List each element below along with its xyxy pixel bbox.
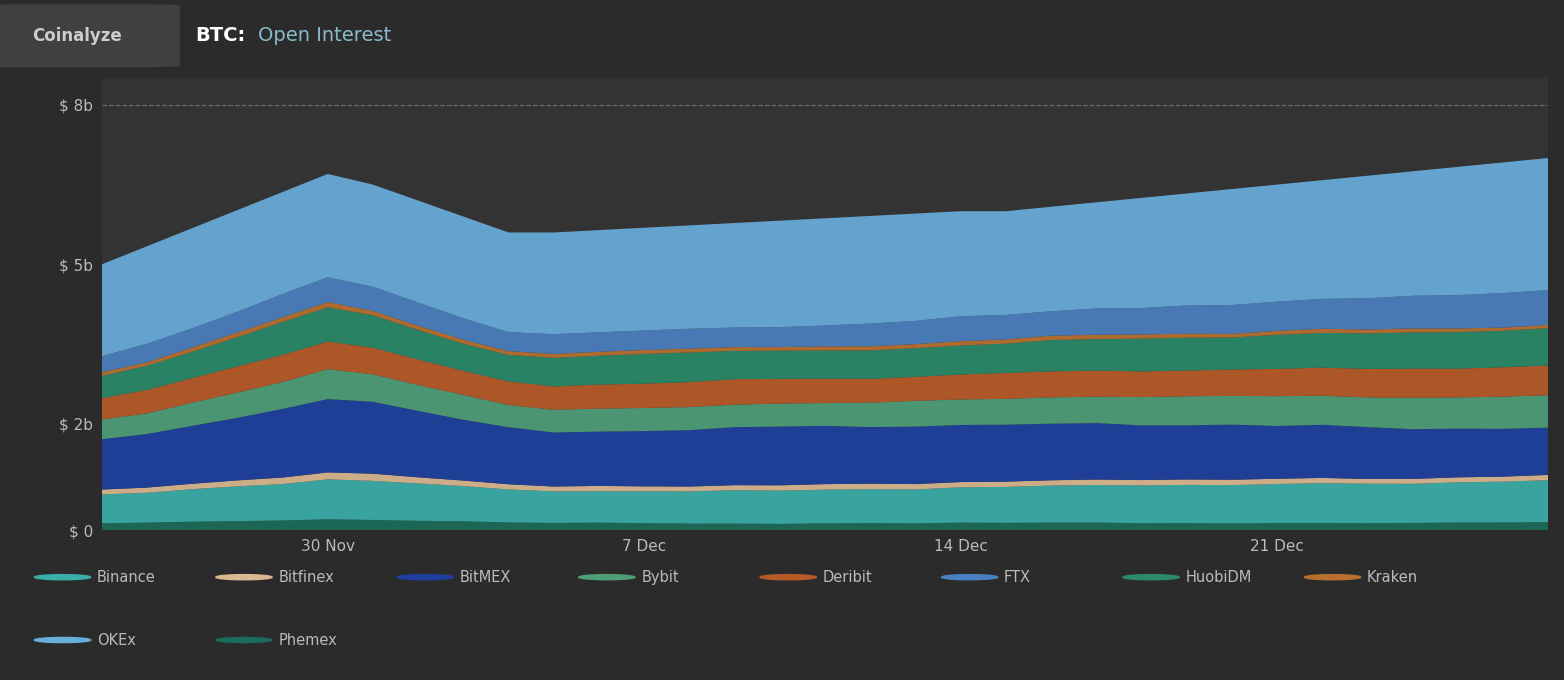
- Text: OKEx: OKEx: [97, 632, 136, 647]
- Circle shape: [1304, 575, 1361, 580]
- Circle shape: [942, 575, 998, 580]
- Text: BTC:: BTC:: [196, 27, 246, 45]
- Text: Kraken: Kraken: [1367, 570, 1419, 585]
- Circle shape: [397, 575, 454, 580]
- Text: Open Interest: Open Interest: [258, 27, 391, 45]
- Circle shape: [34, 575, 91, 580]
- Text: Bybit: Bybit: [641, 570, 679, 585]
- Circle shape: [760, 575, 816, 580]
- Circle shape: [34, 637, 91, 643]
- Text: Deribit: Deribit: [823, 570, 873, 585]
- FancyBboxPatch shape: [0, 4, 180, 67]
- Text: Binance: Binance: [97, 570, 156, 585]
- Circle shape: [216, 637, 272, 643]
- Text: HuobiDM: HuobiDM: [1186, 570, 1251, 585]
- Text: Phemex: Phemex: [278, 632, 338, 647]
- Text: BitMEX: BitMEX: [460, 570, 511, 585]
- Circle shape: [216, 575, 272, 580]
- Text: FTX: FTX: [1004, 570, 1031, 585]
- Circle shape: [579, 575, 635, 580]
- Circle shape: [1123, 575, 1179, 580]
- Text: Coinalyze: Coinalyze: [31, 27, 122, 45]
- Text: Bitfinex: Bitfinex: [278, 570, 335, 585]
